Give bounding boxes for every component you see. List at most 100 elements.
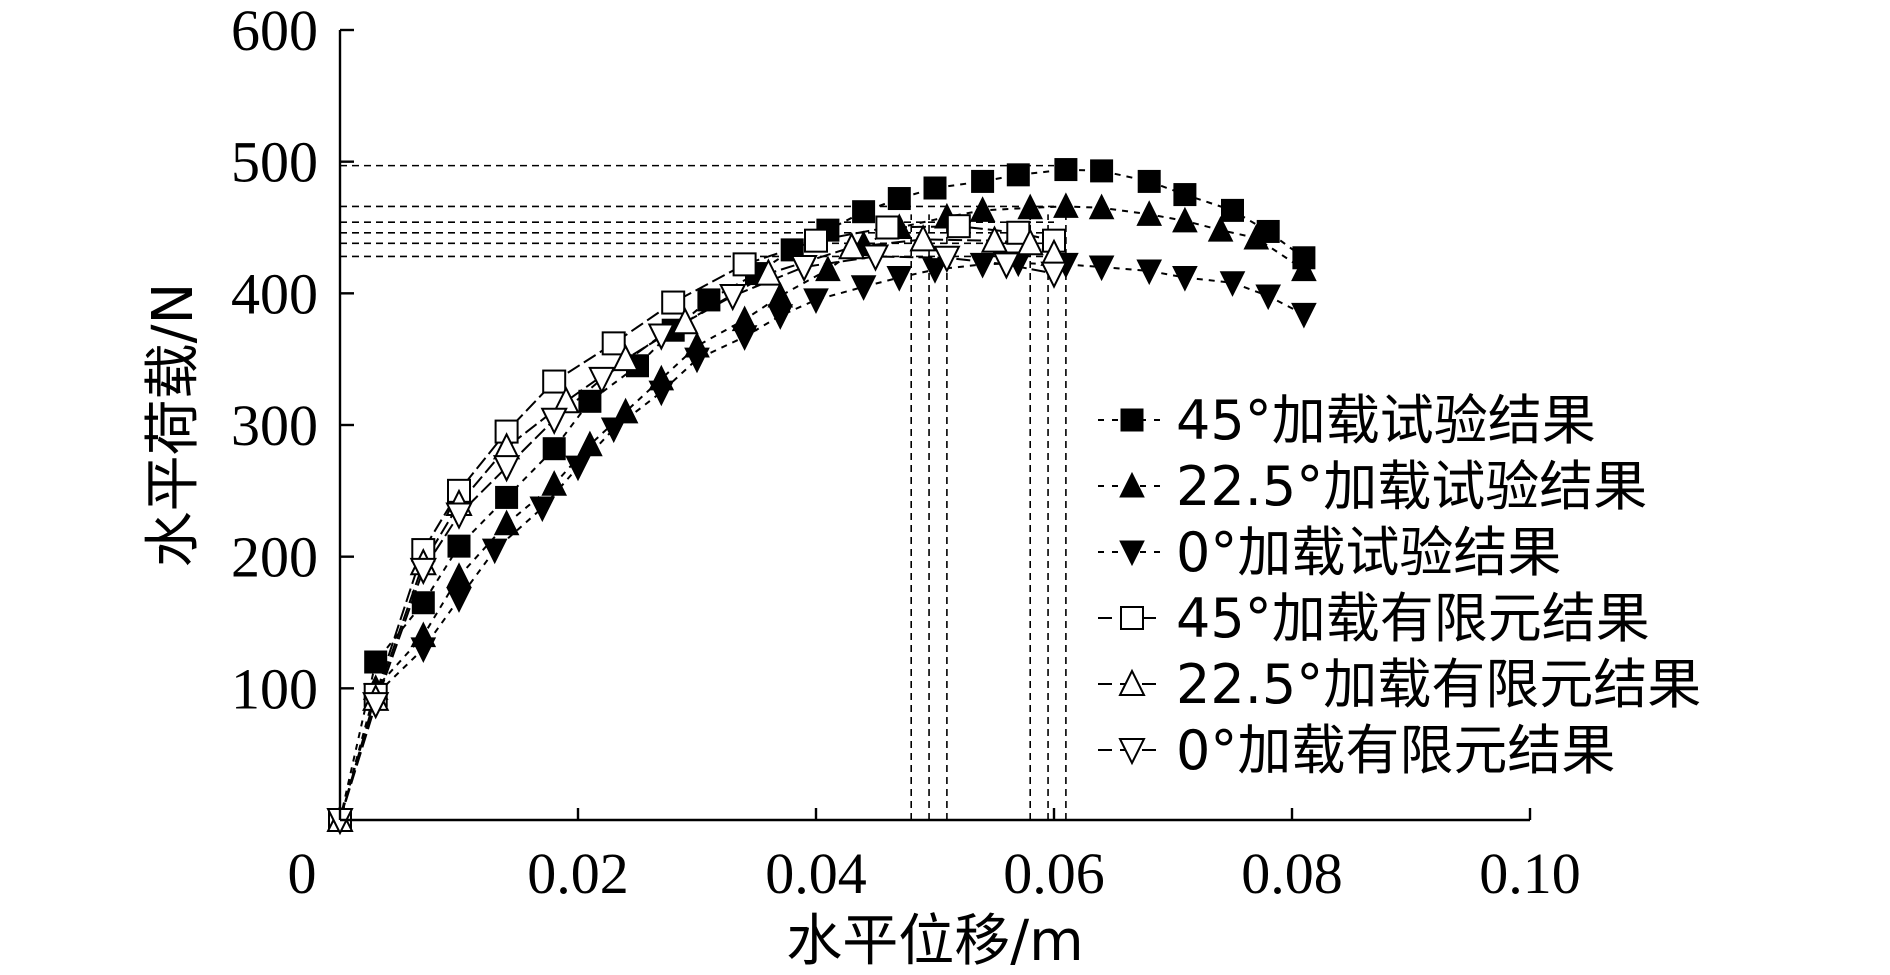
data-point-series-2 — [767, 304, 794, 330]
data-point-series-3 — [946, 214, 971, 239]
data-point-series-0 — [495, 485, 519, 509]
data-point-series-5 — [492, 455, 521, 483]
data-point-series-1 — [815, 255, 841, 282]
legend-label: 22.5°加载试验结果 — [1176, 455, 1647, 518]
y-tick-label: 500 — [231, 130, 318, 195]
data-point-series-4 — [552, 386, 580, 414]
legend-marker — [1120, 606, 1144, 630]
data-point-series-5 — [719, 283, 747, 312]
data-point-series-2 — [565, 455, 591, 482]
legend-label: 45°加载有限元结果 — [1176, 587, 1650, 650]
data-point-series-0 — [364, 650, 388, 674]
data-point-series-5 — [445, 502, 473, 530]
data-point-series-4 — [909, 224, 937, 252]
y-tick-label: 400 — [231, 261, 318, 326]
data-point-series-1 — [1207, 216, 1234, 242]
data-point-series-1 — [1088, 193, 1115, 220]
x-tick-label: 0 — [288, 841, 317, 906]
data-point-series-0 — [923, 176, 947, 200]
data-point-series-2 — [410, 637, 437, 663]
data-point-series-5 — [362, 692, 390, 720]
x-tick-label: 0.08 — [1241, 841, 1343, 906]
data-point-series-2 — [1172, 266, 1198, 292]
data-point-series-1 — [493, 509, 520, 536]
data-point-series-2 — [886, 266, 913, 292]
data-point-series-3 — [601, 331, 626, 356]
data-point-series-5 — [790, 255, 818, 283]
data-point-series-0 — [852, 200, 876, 224]
data-point-series-0 — [697, 288, 721, 312]
legend-marker — [1118, 668, 1146, 696]
x-tick-label: 0.04 — [765, 841, 867, 906]
legend-label: 45°加载试验结果 — [1176, 389, 1596, 452]
data-point-series-1 — [1291, 255, 1317, 282]
data-point-series-1 — [612, 397, 639, 424]
data-point-series-5 — [540, 407, 568, 435]
x-axis-label: 水平位移/m — [786, 909, 1083, 974]
data-point-series-0 — [887, 187, 911, 211]
data-point-series-0 — [542, 437, 566, 461]
data-point-series-2 — [1291, 302, 1317, 329]
data-point-series-4 — [754, 258, 783, 286]
legend-marker — [1120, 408, 1144, 432]
legend-marker — [1118, 738, 1146, 766]
data-point-series-2 — [1088, 255, 1115, 282]
data-point-series-2 — [600, 417, 627, 444]
x-tick-label: 0.02 — [527, 841, 629, 906]
series-markers — [326, 158, 1317, 836]
data-point-series-4 — [1016, 228, 1044, 256]
series-line-0 — [339, 168, 1305, 821]
series-lines — [339, 168, 1305, 821]
tick-labels: 0 0.02 0.04 0.06 0.08 0.10 100 200 300 400 500 600 — [231, 0, 1581, 906]
data-point-series-1 — [1136, 200, 1163, 226]
data-point-series-1 — [969, 196, 996, 222]
legend-label: 0°加载试验结果 — [1176, 521, 1561, 584]
data-point-series-2 — [850, 275, 877, 301]
y-tick-label: 600 — [231, 0, 318, 63]
data-point-series-1 — [1017, 193, 1044, 220]
x-tick-label: 0.10 — [1479, 841, 1581, 906]
data-point-series-2 — [684, 347, 710, 374]
data-point-series-0 — [1054, 158, 1078, 182]
data-point-series-4 — [671, 307, 699, 335]
data-point-series-0 — [578, 389, 602, 413]
data-point-series-5 — [933, 245, 961, 274]
y-tick-label: 100 — [231, 656, 318, 721]
legend-label: 22.5°加载有限元结果 — [1176, 653, 1701, 716]
data-point-series-2 — [803, 288, 829, 315]
data-point-series-2 — [1219, 271, 1246, 297]
data-point-series-2 — [481, 538, 508, 565]
data-point-series-1 — [1172, 206, 1198, 233]
data-point-series-0 — [1137, 169, 1161, 193]
data-point-series-1 — [541, 470, 568, 496]
data-point-series-5 — [861, 244, 890, 272]
data-point-series-2 — [446, 587, 472, 613]
reference-lines — [340, 164, 1067, 820]
data-point-series-1 — [767, 281, 794, 308]
data-point-series-2 — [1136, 259, 1163, 286]
data-point-series-0 — [1090, 159, 1114, 183]
data-point-series-3 — [542, 369, 567, 394]
legend-label: 0°加载有限元结果 — [1176, 719, 1615, 782]
legend-marker — [1119, 471, 1145, 498]
data-point-series-5 — [647, 323, 675, 351]
data-point-series-3 — [661, 290, 686, 315]
legend: 45°加载试验结果22.5°加载试验结果0°加载试验结果45°加载有限元结果22… — [1098, 389, 1701, 782]
data-point-series-4 — [838, 232, 866, 260]
data-point-series-4 — [980, 225, 1009, 253]
data-point-series-3 — [804, 228, 828, 253]
data-point-series-5 — [1040, 261, 1068, 289]
data-point-series-1 — [1053, 192, 1079, 218]
data-point-series-0 — [447, 534, 471, 558]
data-point-series-2 — [969, 252, 996, 279]
data-point-series-5 — [409, 557, 437, 586]
data-point-series-2 — [529, 496, 556, 523]
axes — [338, 28, 1532, 822]
data-point-series-2 — [1255, 284, 1282, 311]
data-point-series-0 — [971, 169, 995, 193]
x-tick-label: 0.06 — [1003, 841, 1105, 906]
data-point-series-2 — [922, 258, 948, 284]
data-point-series-0 — [1221, 198, 1244, 222]
data-point-series-1 — [1243, 223, 1270, 250]
data-point-series-4 — [611, 343, 640, 372]
